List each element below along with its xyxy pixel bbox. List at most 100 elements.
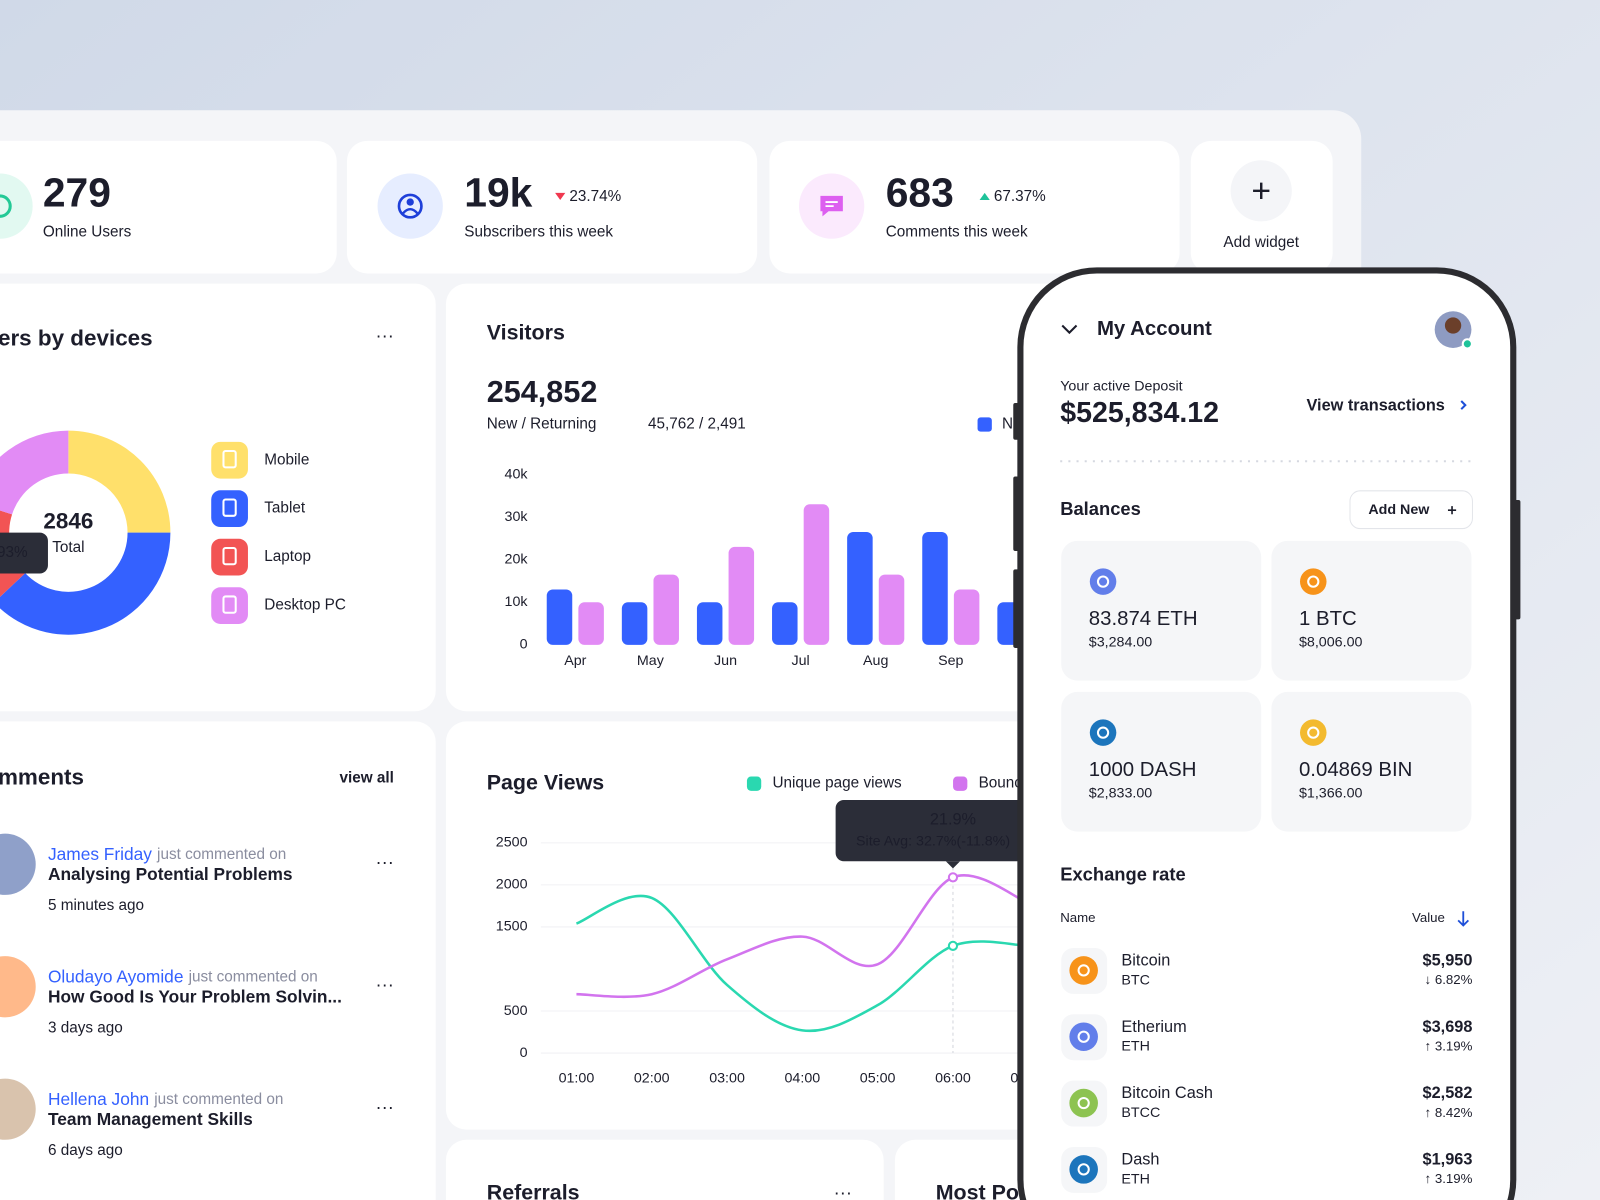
rate-value: $5,950 [1423,952,1473,970]
comment-heading: Hellena John just commented on [48,1089,284,1109]
x-tick-label: 05:00 [860,1070,896,1086]
legend-icon [211,587,248,624]
comment-subject: How Good Is Your Problem Solvin... [48,987,342,1007]
stat-label: Subscribers this week [464,224,613,241]
y-tick-label: 2500 [496,835,528,851]
more-menu[interactable]: ··· [834,1182,852,1200]
active-point [947,872,959,883]
balance-amount: 0.04869 BIN [1299,759,1412,781]
rate-name: Bitcoin Cash [1121,1084,1213,1102]
rate-value: $3,698 [1423,1018,1473,1036]
y-tick-label: 2000 [496,877,528,893]
more-menu[interactable]: ··· [376,1096,394,1117]
add-new-button[interactable] [1349,490,1473,530]
coin-icon [1069,1022,1098,1052]
tooltip-pointer [945,861,961,869]
stat-icon [406,198,414,206]
x-tick-label: May [637,653,665,669]
chevron-down[interactable] [1061,324,1078,335]
y-tick-label: 20k [505,551,529,567]
coin-icon [1300,568,1327,595]
x-tick-label: Jul [791,653,809,669]
coin-icon-glyph [1096,575,1110,588]
avatar [0,956,36,1018]
comments-card [0,721,436,1200]
avatar-face [1444,317,1462,334]
comment-time: 5 minutes ago [48,897,144,914]
account-title: My Account [1097,318,1212,340]
stat-icon [377,173,443,239]
coin-icon-glyph [1096,726,1110,739]
avatar [0,1078,36,1140]
comments-title: mments [0,764,84,789]
add-widget-label[interactable]: Add widget [1223,234,1299,251]
legend-icon-glyph [222,450,237,469]
x-tick-label: 04:00 [784,1070,820,1086]
online-dot [1461,338,1473,350]
legend-label: Laptop [264,548,311,565]
legend-icon [211,441,248,479]
coin-icon-glyph [1307,575,1320,588]
down-arrow [555,192,566,200]
chart-title: ers by devices [0,326,153,351]
commenter-name: Oludayo Ayomide [48,966,184,986]
y-tick-label: 40k [505,466,529,482]
bar [953,589,980,645]
legend-icon-glyph [222,498,237,517]
view-transactions-link[interactable]: View transactions [1306,396,1444,414]
rate-change: ↑ 3.19% [1425,1171,1473,1186]
comment-action: just commented on [153,1091,283,1108]
add-new-label[interactable]: Add New [1368,502,1430,518]
rate-name: Dash [1121,1151,1159,1169]
comment-time: 6 days ago [48,1142,123,1159]
stat-icon [0,194,12,218]
donut-segment [0,430,69,515]
stat-icon [402,207,419,215]
commenter-name: Hellena John [48,1089,149,1109]
comment-action: just commented on [188,969,318,986]
x-tick-label: 01:00 [559,1070,595,1086]
bar [878,574,905,645]
chart-total: 254,852 [487,375,598,409]
bar [578,602,604,645]
bar [803,504,830,645]
view-all-link[interactable]: view all [339,770,393,787]
balance-usd: $3,284.00 [1089,635,1153,651]
comment-action: just commented on [156,846,286,863]
comment-heading: Oludayo Ayomide just commented on [48,966,318,986]
y-tick-label: 30k [505,509,529,525]
tooltip-value: 21.9% [930,811,976,829]
legend-icon-glyph [222,546,237,566]
coin-icon-glyph [1077,1030,1090,1043]
bar [728,546,755,645]
coin-icon [1069,956,1098,985]
stat-value: 279 [43,170,111,216]
more-menu[interactable]: ··· [376,851,394,872]
comment-time: 3 days ago [48,1020,123,1037]
coin-icon [1069,1088,1098,1118]
sort-arrow [1457,911,1470,927]
coin-icon-glyph [1077,1163,1090,1176]
balance-usd: $8,006.00 [1299,635,1363,651]
more-menu[interactable]: ··· [376,325,394,346]
tooltip-label: 93% [0,544,28,561]
rate-ticker: ETH [1121,1171,1150,1187]
coin-icon [1089,719,1117,746]
y-tick-label: 10k [505,594,529,610]
legend-label: Unique page views [772,775,902,792]
balance-amount: 1000 DASH [1089,759,1197,781]
column-header[interactable]: Value [1412,910,1445,925]
coin-icon-glyph [1077,964,1090,977]
chart-subtitle: New / Returning [487,416,597,433]
more-menu[interactable]: ··· [376,974,394,995]
plus-icon [1447,506,1457,515]
tooltip [0,532,48,574]
column-header: Name [1060,910,1095,925]
legend-icon [211,490,248,528]
balances-title: Balances [1060,498,1141,519]
legend-swatch [977,417,992,432]
stat-label: Comments this week [886,224,1028,241]
bar [621,602,648,645]
stat-card [0,140,337,274]
phone-content: My Account Your active Deposit $525,834.… [1060,311,1473,1193]
